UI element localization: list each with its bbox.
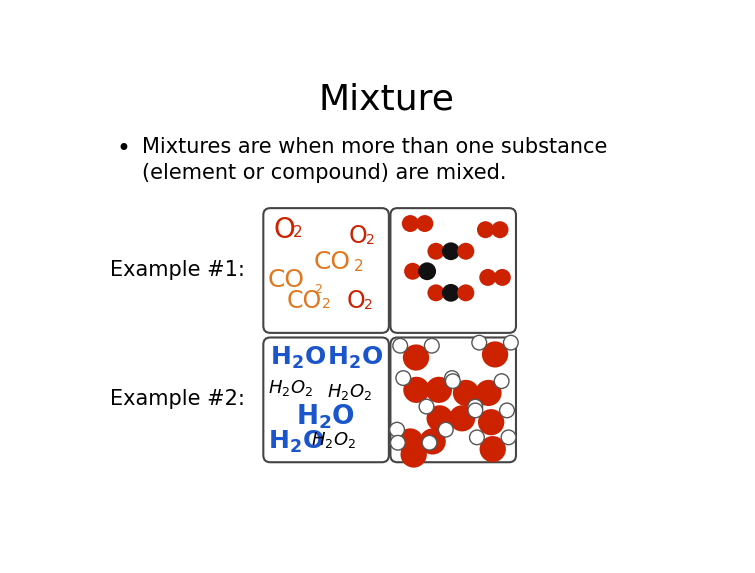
Text: 2: 2 (354, 259, 364, 274)
Text: CO: CO (313, 250, 351, 274)
Text: 2: 2 (293, 225, 303, 240)
Circle shape (427, 284, 445, 301)
Circle shape (419, 399, 434, 414)
Circle shape (501, 430, 516, 445)
Circle shape (397, 429, 424, 454)
Text: Mixtures are when more than one substance
(element or compound) are mixed.: Mixtures are when more than one substanc… (143, 136, 608, 183)
FancyBboxPatch shape (263, 337, 389, 462)
Text: $\mathbf{H_2O}$: $\mathbf{H_2O}$ (270, 345, 325, 371)
Circle shape (390, 422, 405, 437)
Text: O: O (273, 216, 295, 244)
Circle shape (400, 441, 427, 468)
Circle shape (472, 335, 487, 350)
Circle shape (479, 269, 496, 286)
Circle shape (416, 215, 433, 232)
Text: CO: CO (287, 289, 322, 313)
Circle shape (445, 374, 461, 388)
Text: $H_2O_2$: $H_2O_2$ (311, 430, 356, 450)
Circle shape (504, 335, 518, 350)
Circle shape (500, 403, 514, 418)
Circle shape (458, 243, 474, 260)
Circle shape (458, 284, 474, 301)
Text: $\mathbf{H_2O}$: $\mathbf{H_2O}$ (327, 345, 383, 371)
Circle shape (442, 284, 460, 302)
Circle shape (424, 339, 439, 353)
Text: $\mathbf{H_2O}$: $\mathbf{H_2O}$ (296, 403, 355, 431)
Text: Example #2:: Example #2: (110, 389, 245, 409)
Text: 2: 2 (366, 233, 375, 247)
Circle shape (427, 405, 453, 431)
Circle shape (468, 399, 482, 414)
Circle shape (402, 215, 419, 232)
Text: Mixture: Mixture (319, 83, 455, 117)
Text: CO: CO (267, 268, 304, 292)
Circle shape (479, 436, 506, 462)
Text: $\mathbf{H_2O}$: $\mathbf{H_2O}$ (268, 429, 324, 454)
Circle shape (475, 380, 501, 406)
Circle shape (495, 374, 509, 388)
Text: $H_2O_2$: $H_2O_2$ (327, 382, 372, 402)
Circle shape (482, 342, 508, 367)
Text: 2: 2 (364, 298, 373, 312)
Circle shape (492, 221, 509, 238)
FancyBboxPatch shape (390, 208, 516, 333)
Text: O: O (349, 223, 368, 248)
Circle shape (478, 409, 504, 435)
Circle shape (390, 435, 405, 450)
Text: Example #1:: Example #1: (110, 260, 245, 280)
Circle shape (445, 371, 459, 386)
Circle shape (422, 435, 437, 450)
Circle shape (404, 263, 421, 280)
Text: $H_2O_2$: $H_2O_2$ (268, 378, 313, 398)
Text: •: • (117, 136, 131, 160)
Circle shape (449, 405, 475, 431)
Circle shape (420, 429, 445, 454)
Circle shape (494, 269, 511, 286)
Circle shape (393, 339, 408, 353)
Circle shape (396, 371, 411, 386)
Circle shape (403, 377, 430, 403)
Circle shape (453, 380, 479, 406)
Text: O: O (347, 289, 365, 313)
FancyBboxPatch shape (263, 208, 389, 333)
Text: 2: 2 (322, 297, 331, 311)
Circle shape (477, 221, 494, 238)
Text: 2: 2 (313, 283, 322, 296)
Circle shape (468, 403, 482, 418)
Circle shape (439, 422, 453, 437)
Circle shape (418, 262, 436, 280)
Circle shape (427, 243, 445, 260)
Circle shape (426, 377, 452, 403)
Circle shape (470, 430, 484, 445)
Circle shape (442, 242, 460, 260)
FancyBboxPatch shape (390, 337, 516, 462)
Circle shape (403, 344, 429, 371)
